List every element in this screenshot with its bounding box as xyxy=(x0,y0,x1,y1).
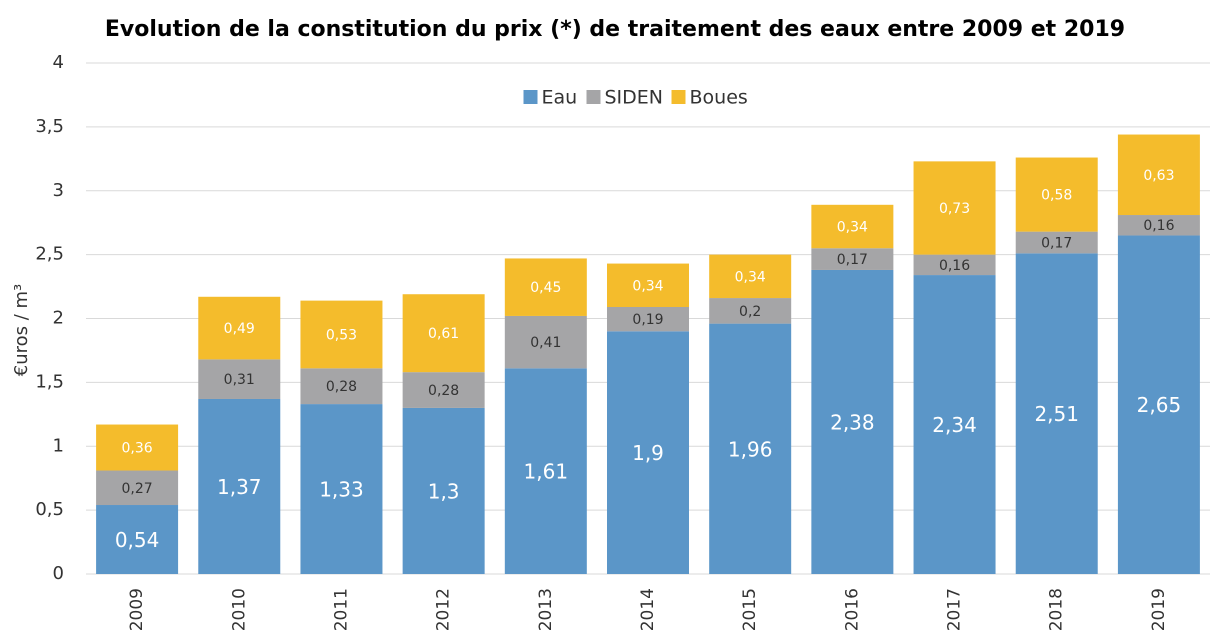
data-label: 0,34 xyxy=(837,220,868,236)
bar-segment xyxy=(811,269,894,574)
data-label: 0,73 xyxy=(939,201,970,217)
x-tick-label: 2014 xyxy=(638,588,658,631)
bar-segment xyxy=(198,296,281,360)
y-tick-label: 2,5 xyxy=(35,244,64,265)
data-label: 0,63 xyxy=(1143,168,1174,184)
data-label: 0,58 xyxy=(1041,188,1072,204)
x-tick-label: 2013 xyxy=(536,588,556,631)
data-label: 0,41 xyxy=(530,335,561,351)
bar-segment xyxy=(198,359,281,399)
bar-segment xyxy=(402,407,485,574)
bar-segment xyxy=(198,398,281,574)
bar-segment xyxy=(607,263,689,308)
data-label: 2,65 xyxy=(1137,393,1182,417)
data-label: 1,9 xyxy=(632,441,664,465)
data-label: 2,34 xyxy=(932,413,977,437)
data-label: 0,17 xyxy=(837,252,868,268)
bar-segment xyxy=(1117,215,1200,236)
legend-swatch xyxy=(671,90,686,104)
bar-segment xyxy=(709,254,792,299)
bar-segment xyxy=(1015,231,1098,254)
data-label: 0,17 xyxy=(1041,235,1072,251)
data-label: 2,38 xyxy=(830,410,875,434)
data-label: 0,27 xyxy=(122,481,153,497)
data-label: 0,19 xyxy=(632,312,663,328)
data-label: 0,28 xyxy=(326,379,357,395)
bar-segment xyxy=(1117,134,1200,216)
y-tick-label: 4 xyxy=(53,52,64,73)
data-label: 0,16 xyxy=(1143,218,1174,234)
x-tick-label: 2012 xyxy=(434,588,454,631)
data-label: 1,61 xyxy=(524,460,569,484)
data-label: 0,28 xyxy=(428,383,459,399)
legend-label: Boues xyxy=(690,87,748,109)
bar-segment xyxy=(1015,253,1098,574)
y-tick-label: 0 xyxy=(53,563,64,584)
data-label: 0,36 xyxy=(122,441,153,457)
bar-segment xyxy=(96,470,179,506)
bar-segment xyxy=(300,300,383,369)
bar-segment xyxy=(913,275,996,574)
bar-segment xyxy=(1015,157,1098,232)
y-tick-label: 1 xyxy=(53,435,64,456)
x-tick-label: 2017 xyxy=(945,588,965,631)
data-label: 0,34 xyxy=(735,269,766,285)
bar-segment xyxy=(607,307,689,332)
data-label: 0,34 xyxy=(632,278,663,294)
data-label: 0,49 xyxy=(224,321,255,337)
x-tick-label: 2009 xyxy=(127,588,147,631)
bar-segment xyxy=(709,298,792,324)
bar-segment xyxy=(1117,235,1200,574)
bar-segment xyxy=(811,204,894,249)
chart-title: Evolution de la constitution du prix (*)… xyxy=(105,17,1125,42)
bar-segment xyxy=(504,258,587,316)
data-label: 0,61 xyxy=(428,326,459,342)
bar-segment xyxy=(402,372,485,408)
y-tick-label: 2 xyxy=(53,308,64,329)
y-tick-label: 0,5 xyxy=(35,499,64,520)
x-tick-label: 2011 xyxy=(331,588,351,631)
bar-segment xyxy=(709,323,792,574)
bar-segment xyxy=(96,424,179,471)
legend-label: SIDEN xyxy=(605,87,664,109)
y-tick-label: 1,5 xyxy=(35,371,64,392)
bar-segment xyxy=(504,368,587,574)
data-label: 0,53 xyxy=(326,327,357,343)
x-tick-label: 2019 xyxy=(1149,588,1169,631)
x-tick-label: 2010 xyxy=(229,588,249,631)
x-tick-label: 2016 xyxy=(842,588,862,631)
data-label: 0,31 xyxy=(224,372,255,388)
data-label: 1,37 xyxy=(217,475,262,499)
data-label: 0,2 xyxy=(739,304,761,320)
y-tick-label: 3,5 xyxy=(35,116,64,137)
legend-swatch xyxy=(523,90,538,104)
bar-segment xyxy=(913,161,996,255)
data-label: 1,33 xyxy=(319,478,364,502)
bar-segment xyxy=(96,505,179,574)
bar-segment xyxy=(402,294,485,373)
bar-segment xyxy=(504,315,587,369)
data-label: 2,51 xyxy=(1034,402,1079,426)
x-tick-label: 2015 xyxy=(740,588,760,631)
bar-segment xyxy=(300,368,383,405)
bar-segment xyxy=(913,254,996,276)
legend-swatch xyxy=(586,90,601,104)
y-axis-label: €uros / m³ xyxy=(11,284,32,377)
data-label: 0,16 xyxy=(939,258,970,274)
data-label: 0,45 xyxy=(530,280,561,296)
data-label: 0,54 xyxy=(115,528,160,552)
bar-segment xyxy=(607,331,689,574)
legend-label: Eau xyxy=(542,87,578,109)
data-label: 1,96 xyxy=(728,437,773,461)
data-label: 1,3 xyxy=(428,479,460,503)
bar-segment xyxy=(300,404,383,574)
bar-segment xyxy=(811,248,894,270)
x-tick-label: 2018 xyxy=(1047,588,1067,631)
y-tick-label: 3 xyxy=(53,180,64,201)
